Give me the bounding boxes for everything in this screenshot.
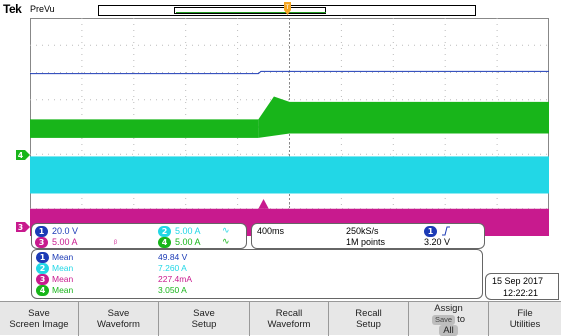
save-screen-image-button[interactable]: Save Screen Image <box>0 302 79 336</box>
date-display: 15 Sep 2017 <box>492 276 544 286</box>
sample-rate: 250kS/s <box>346 226 379 236</box>
svg-text:3: 3 <box>18 223 23 232</box>
ch4-badge[interactable]: 4 <box>158 237 171 248</box>
horizontal-scale: 400ms <box>257 226 285 236</box>
assign-label: Assign <box>434 302 463 314</box>
brand-logo: Tek <box>3 2 22 16</box>
save-waveform-button[interactable]: Save Waveform <box>79 302 159 336</box>
meas1-badge: 1 <box>36 252 49 263</box>
timebase-trigger-panel[interactable]: 400ms 250kS/s 1M points 1 3.20 V <box>251 223 485 249</box>
meas2-badge: 2 <box>36 263 49 274</box>
recall-setup-button[interactable]: Recall Setup <box>329 302 409 336</box>
record-length: 1M points <box>346 237 386 247</box>
ch4-trace-band-post <box>258 96 549 138</box>
bottom-menu: Save Screen Image Save Waveform Save Set… <box>0 301 561 336</box>
assign-target-all: All <box>439 324 458 336</box>
top-status-bar: Tek PreVu T <box>0 0 561 20</box>
meas2-value: 7.260 A <box>158 263 187 273</box>
datetime-panel[interactable]: 15 Sep 2017 12:22:21 <box>485 273 559 300</box>
meas4-value: 3.050 A <box>158 285 187 295</box>
save-setup-button[interactable]: Save Setup <box>159 302 250 336</box>
recall-waveform-button[interactable]: Recall Waveform <box>250 302 329 336</box>
time-display: 12:22:21 <box>503 288 539 298</box>
waveform-display[interactable] <box>30 18 549 236</box>
acquisition-state: PreVu <box>30 4 55 14</box>
ch4-bandwidth-icon: ∿ <box>222 236 230 246</box>
channel-scale-panel[interactable]: 1 20.0 V 2 5.00 A ∿ 3 5.00 A ᵦ 4 5.00 A … <box>31 223 247 249</box>
ch4-reference-marker[interactable]: 4 <box>16 150 30 160</box>
meas1-label: Mean <box>52 252 74 262</box>
ch2-trace-band <box>30 156 549 194</box>
ch2-scale: 5.00 A <box>175 226 201 236</box>
ch3-badge[interactable]: 3 <box>35 237 48 248</box>
assign-to-row: Save to <box>431 313 466 325</box>
ch3-spike <box>258 198 269 209</box>
trigger-level: 3.20 V <box>424 237 451 247</box>
graticule <box>30 18 549 236</box>
meas2-label: Mean <box>52 263 74 273</box>
meas4-label: Mean <box>52 285 74 295</box>
overview-trace <box>176 12 326 13</box>
meas3-label: Mean <box>52 274 74 284</box>
save-chip: Save <box>431 314 456 325</box>
ch3-reference-marker[interactable]: 3 <box>16 222 30 232</box>
ch1-trace <box>30 70 549 75</box>
ch1-scale: 20.0 V <box>52 226 79 236</box>
record-view-window[interactable] <box>174 7 326 14</box>
meas3-badge: 3 <box>36 274 49 285</box>
trigger-position-icon[interactable]: T <box>283 2 292 16</box>
rising-edge-icon <box>442 226 450 236</box>
ch3-scale: 5.00 A <box>52 237 78 247</box>
meas3-value: 227.4mA <box>158 274 193 284</box>
meas1-value: 49.84 V <box>158 252 188 262</box>
measurement-panel[interactable]: 1 Mean 49.84 V 2 Mean 7.260 A 3 Mean 227… <box>31 249 483 299</box>
ch1-badge[interactable]: 1 <box>35 226 48 237</box>
svg-text:4: 4 <box>18 151 23 160</box>
svg-text:T: T <box>285 4 290 11</box>
ch3-bandwidth-icon: ᵦ <box>114 236 118 245</box>
ch4-scale: 5.00 A <box>175 237 201 247</box>
trigger-source-badge[interactable]: 1 <box>424 226 437 237</box>
ch2-bandwidth-icon: ∿ <box>222 225 230 235</box>
assign-to-label: to <box>457 313 466 325</box>
ch4-trace-band-pre <box>30 119 259 138</box>
meas4-badge: 4 <box>36 285 49 296</box>
file-utilities-button[interactable]: File Utilities <box>509 308 541 330</box>
assign-save-button[interactable]: Assign Save to All <box>409 302 489 336</box>
ch2-badge[interactable]: 2 <box>158 226 171 237</box>
